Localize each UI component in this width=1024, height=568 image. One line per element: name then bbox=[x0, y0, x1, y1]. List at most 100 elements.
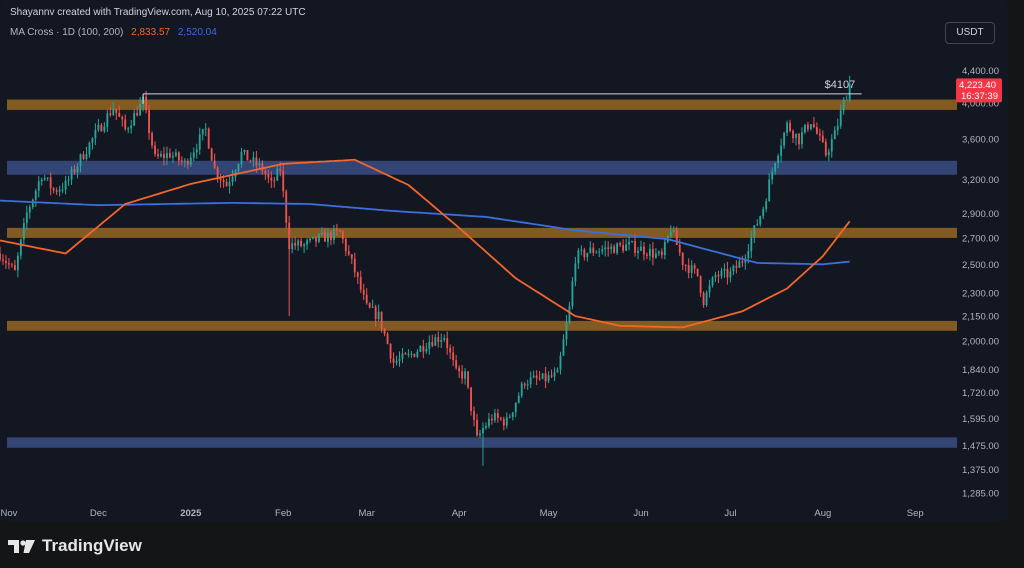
candle-240 bbox=[714, 271, 717, 282]
candle-159 bbox=[473, 406, 475, 427]
candle-body bbox=[479, 433, 481, 436]
candle-body bbox=[76, 166, 79, 173]
candle-body bbox=[720, 270, 723, 277]
candle-body bbox=[675, 230, 678, 245]
candle-body bbox=[482, 427, 484, 434]
candle-body bbox=[273, 180, 276, 182]
candle-body bbox=[792, 130, 794, 139]
candle-270 bbox=[804, 124, 806, 135]
candle-182 bbox=[541, 373, 544, 380]
candle-body bbox=[169, 153, 171, 158]
candle-body bbox=[708, 285, 711, 293]
candle-body bbox=[711, 277, 714, 286]
currency-button[interactable]: USDT bbox=[945, 22, 995, 44]
candle-body bbox=[804, 124, 806, 133]
candle-body bbox=[777, 155, 780, 164]
candle-body bbox=[70, 169, 73, 180]
candle-body bbox=[225, 181, 228, 187]
candle-body bbox=[580, 249, 583, 251]
candle-body bbox=[46, 177, 49, 179]
candle-21 bbox=[61, 182, 64, 194]
candle-body bbox=[338, 230, 341, 232]
candle-body bbox=[154, 145, 156, 155]
candle-4 bbox=[11, 262, 13, 268]
candle-80 bbox=[237, 163, 240, 173]
candle-body bbox=[115, 108, 118, 114]
candle-108 bbox=[321, 227, 323, 236]
candle-body bbox=[646, 254, 648, 256]
x-tick-label-3: Feb bbox=[275, 508, 291, 519]
candle-body bbox=[809, 124, 812, 130]
candle-89 bbox=[264, 166, 267, 180]
last-price-badge bbox=[956, 78, 1002, 103]
candle-201 bbox=[598, 248, 601, 258]
candle-239 bbox=[711, 276, 714, 288]
candle-34 bbox=[100, 123, 103, 132]
candle-235 bbox=[699, 275, 702, 297]
candle-22 bbox=[64, 175, 67, 195]
candle-body bbox=[204, 128, 207, 130]
candle-body bbox=[362, 289, 365, 295]
candle-114 bbox=[338, 229, 341, 233]
candle-body bbox=[830, 139, 833, 152]
candle-body bbox=[490, 418, 493, 421]
candle-174 bbox=[517, 392, 520, 404]
candle-body bbox=[783, 132, 786, 146]
candle-102 bbox=[303, 242, 306, 253]
candle-body bbox=[222, 180, 225, 182]
candle-45 bbox=[133, 109, 136, 126]
candle-body bbox=[371, 306, 374, 308]
ma100-value: 2,833.57 bbox=[131, 27, 171, 38]
candle-body bbox=[398, 358, 401, 361]
candle-243 bbox=[723, 263, 726, 278]
candle-56 bbox=[166, 146, 168, 166]
x-tick-label-10: Sep bbox=[907, 508, 924, 519]
candle-body bbox=[663, 241, 666, 256]
candle-body bbox=[538, 378, 541, 380]
candle-1 bbox=[2, 254, 4, 265]
candle-body bbox=[726, 268, 729, 278]
candle-body bbox=[186, 160, 189, 165]
y-tick-label-7: 2,300.00 bbox=[962, 288, 999, 299]
indicator-legend[interactable]: MA Cross · 1D (100, 200) 2,833.57 2,520.… bbox=[10, 27, 222, 38]
candle-266 bbox=[792, 129, 794, 143]
candle-body bbox=[562, 339, 565, 356]
candle-body bbox=[550, 375, 553, 377]
candle-body bbox=[261, 163, 264, 171]
candle-15 bbox=[43, 175, 46, 182]
candle-body bbox=[732, 265, 735, 272]
candle-185 bbox=[550, 369, 553, 379]
candle-body bbox=[473, 411, 475, 420]
candle-63 bbox=[186, 158, 189, 169]
candle-51 bbox=[151, 131, 153, 149]
candle-169 bbox=[502, 416, 505, 431]
candle-69 bbox=[204, 123, 207, 136]
candle-body bbox=[807, 124, 809, 130]
candle-47 bbox=[139, 97, 142, 116]
candle-66 bbox=[195, 143, 198, 159]
candle-body bbox=[631, 241, 633, 243]
price-chart[interactable]: $4107 4,400.00 4,000.00 3,600.00 3,200.00 2,9… bbox=[0, 0, 1008, 522]
candle-160 bbox=[476, 413, 478, 437]
candle-73 bbox=[216, 166, 219, 183]
candle-156 bbox=[464, 367, 467, 385]
candle-49 bbox=[145, 90, 148, 114]
candle-body bbox=[619, 243, 622, 245]
candle-87 bbox=[258, 158, 261, 170]
candle-body bbox=[109, 113, 112, 115]
candle-body bbox=[279, 168, 282, 171]
candle-32 bbox=[94, 123, 97, 146]
candle-221 bbox=[657, 250, 660, 257]
supply-zone-2 bbox=[7, 227, 957, 238]
candle-202 bbox=[601, 245, 604, 255]
candle-256 bbox=[762, 206, 765, 220]
candle-106 bbox=[315, 236, 317, 247]
candle-body bbox=[812, 124, 815, 128]
candle-135 bbox=[401, 348, 404, 364]
candle-9 bbox=[25, 205, 28, 231]
candle-249 bbox=[741, 255, 744, 267]
candle-198 bbox=[589, 241, 592, 254]
candle-body bbox=[845, 99, 848, 101]
candle-body bbox=[332, 229, 335, 240]
candle-body bbox=[634, 241, 636, 253]
